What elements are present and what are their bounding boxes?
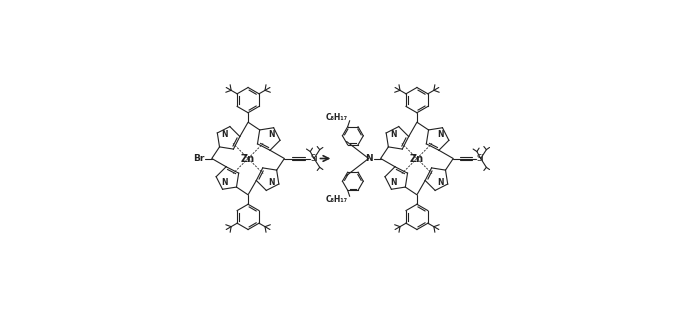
- Text: Zn: Zn: [241, 153, 255, 164]
- Text: N: N: [438, 178, 444, 187]
- Text: N: N: [269, 178, 275, 187]
- Text: N: N: [390, 130, 396, 139]
- Text: N: N: [438, 130, 444, 139]
- Text: Si: Si: [477, 154, 484, 163]
- Text: N: N: [390, 178, 396, 187]
- Text: Br: Br: [193, 154, 205, 163]
- Text: Si: Si: [310, 154, 318, 163]
- Text: N: N: [221, 130, 227, 139]
- Text: C₈H₁₇: C₈H₁₇: [326, 195, 348, 204]
- Text: Zn: Zn: [410, 153, 424, 164]
- Text: N: N: [221, 178, 227, 187]
- Text: N: N: [365, 154, 373, 163]
- Text: C₈H₁₇: C₈H₁₇: [326, 113, 348, 122]
- Text: N: N: [269, 130, 275, 139]
